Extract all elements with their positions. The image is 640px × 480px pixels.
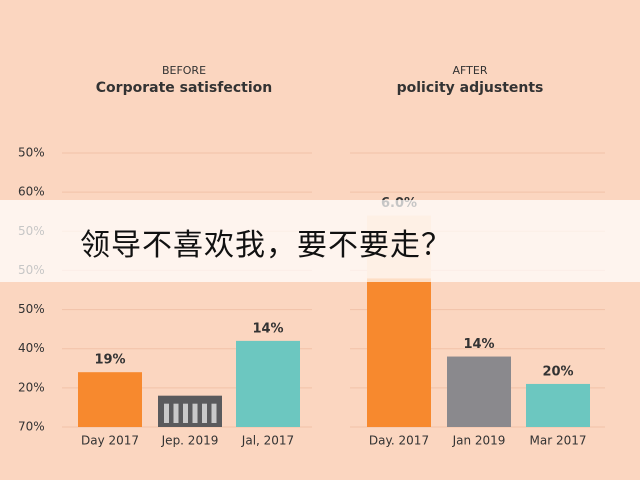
chart-subtitle: AFTER — [453, 64, 488, 77]
bar-label: 14% — [463, 337, 494, 352]
chart-subtitle: BEFORE — [162, 64, 206, 77]
y-tick-label: 20% — [18, 380, 45, 394]
bar — [447, 356, 511, 427]
x-tick-label: Jep. 2019 — [161, 434, 219, 448]
y-tick-label: 40% — [18, 341, 45, 355]
y-tick-label: 50% — [18, 146, 45, 160]
y-tick-label: 50% — [18, 302, 45, 316]
building-window — [183, 403, 188, 423]
x-tick-label: Mar 2017 — [530, 434, 587, 448]
chart-title: Corporate satisfection — [96, 80, 272, 96]
bar — [78, 372, 142, 427]
y-tick-label: 60% — [18, 185, 45, 199]
building-window — [211, 403, 217, 423]
chart-title: policity adjustents — [397, 80, 544, 96]
caption-text: 领导不喜欢我，要不要走？ — [80, 228, 452, 263]
building-window — [192, 403, 198, 423]
bar-label: 14% — [252, 321, 283, 336]
bar-label: 20% — [542, 364, 573, 379]
y-tick-label: 70% — [18, 420, 45, 434]
bar — [526, 383, 590, 427]
caption-banner: 领导不喜欢我，要不要走？ — [0, 200, 640, 282]
building-window — [173, 403, 179, 423]
bar — [367, 278, 431, 427]
building-window — [164, 403, 169, 423]
x-tick-label: Day 2017 — [81, 434, 139, 448]
x-tick-label: Day. 2017 — [369, 434, 429, 448]
bar — [236, 340, 300, 427]
x-tick-label: Jal, 2017 — [241, 434, 294, 448]
x-tick-label: Jan 2019 — [452, 434, 506, 448]
bar-label: 19% — [94, 353, 125, 368]
building-window — [202, 403, 207, 423]
